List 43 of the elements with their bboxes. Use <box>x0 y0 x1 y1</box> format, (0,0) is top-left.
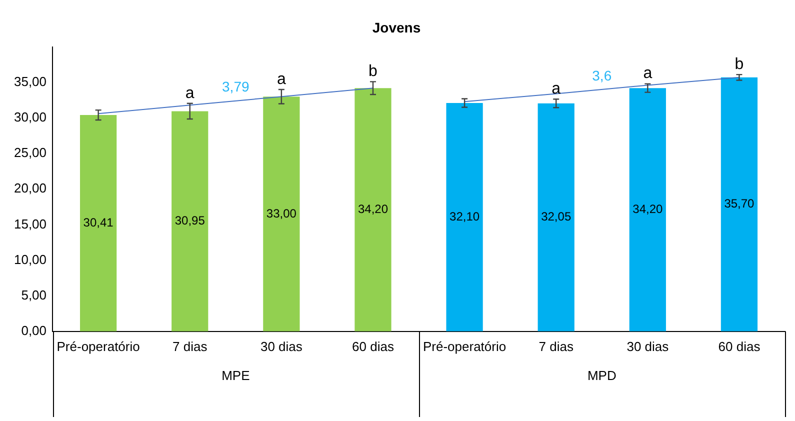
x-tick-label: 7 dias <box>538 338 574 354</box>
data-label: 30,41 <box>83 216 114 230</box>
chart-title: Jovens <box>372 19 421 36</box>
data-label: 32,10 <box>450 210 480 224</box>
data-label: 35,70 <box>724 196 755 211</box>
text: MPD <box>587 368 616 383</box>
x-tick-label: Pré-operatório <box>422 338 506 354</box>
annotation: a <box>185 84 194 102</box>
bar <box>629 88 666 332</box>
x-tick-label: Pré-operatório <box>56 338 140 354</box>
text: MPE <box>222 368 250 383</box>
series-label: 3,6 <box>592 67 612 84</box>
data-label: 33,00 <box>266 206 297 220</box>
data-label: 32,05 <box>541 210 572 224</box>
annotation: b <box>734 56 744 73</box>
data-label: 34,20 <box>632 202 663 216</box>
y-tick-label: 0,00 <box>21 322 47 338</box>
bar <box>172 111 208 332</box>
annotation: a <box>276 70 286 88</box>
bar <box>538 103 574 332</box>
bar <box>720 77 758 332</box>
y-tick-label: 20,00 <box>14 180 47 196</box>
y-tick-label: 35,00 <box>14 74 47 89</box>
x-tick-label: 7 dias <box>172 338 208 354</box>
annotation: a <box>552 80 561 98</box>
annotation: a <box>643 65 652 82</box>
bar <box>263 96 300 332</box>
y-tick-label: 30,00 <box>14 110 47 125</box>
data-label: 34,20 <box>358 202 388 216</box>
x-tick-label: 30 dias <box>260 338 303 354</box>
y-tick-label: 10,00 <box>14 252 47 267</box>
y-tick-label: 15,00 <box>14 216 47 232</box>
y-tick-label: 5,00 <box>21 287 47 302</box>
y-tick-label: 25,00 <box>14 145 47 160</box>
bar <box>446 103 483 332</box>
data-label: 30,95 <box>174 214 206 228</box>
series-label: 3,79 <box>222 78 250 95</box>
x-tick-label: 60 dias <box>352 338 394 354</box>
x-tick-label: 30 dias <box>626 338 670 354</box>
annotation: b <box>368 63 378 80</box>
bar <box>80 115 117 332</box>
bar <box>354 88 392 332</box>
x-tick-label: 60 dias <box>718 338 761 354</box>
